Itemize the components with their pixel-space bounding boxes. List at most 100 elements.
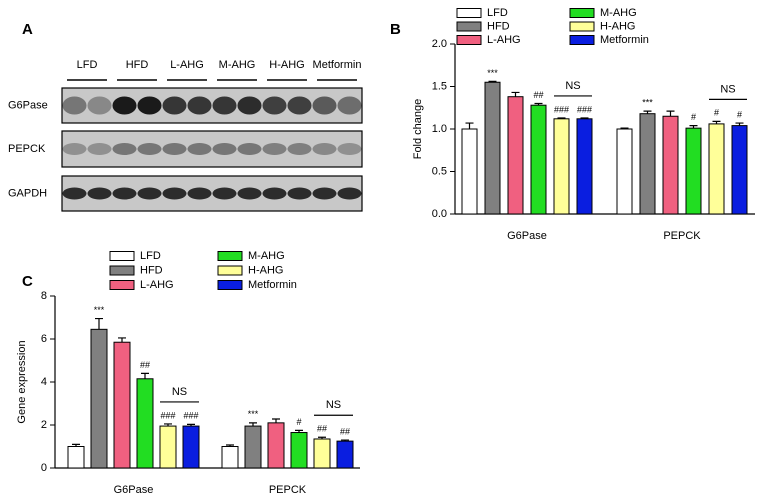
error-bar <box>735 122 744 126</box>
y-tick-label: 0.5 <box>432 165 447 177</box>
bar <box>662 115 679 215</box>
legend-label: Metformin <box>600 34 649 46</box>
y-tick-label: 1.0 <box>432 123 447 135</box>
significance-label: *** <box>94 305 105 315</box>
legend-swatch <box>109 280 135 290</box>
significance-label: # <box>296 417 301 427</box>
blot-band <box>112 187 137 200</box>
error-bar <box>164 423 172 427</box>
y-tick-label: 4 <box>41 376 47 388</box>
y-tick-label: 1.5 <box>432 80 447 92</box>
legend-swatch <box>456 8 482 18</box>
significance-label: # <box>737 109 742 119</box>
bar <box>136 378 154 469</box>
error-bar <box>249 422 257 427</box>
legend-swatch <box>217 251 243 261</box>
blot-band <box>337 143 362 155</box>
lane-label: L-AHG <box>170 59 204 71</box>
error-bar <box>689 125 698 129</box>
legend-swatch <box>109 265 135 276</box>
bar <box>576 118 593 215</box>
blot-band <box>337 96 362 115</box>
blot-band <box>137 187 162 200</box>
error-bar <box>118 337 126 343</box>
blot-strip <box>61 130 363 168</box>
legend-label: L-AHG <box>140 279 174 291</box>
blot-band <box>237 187 262 200</box>
blot-band <box>62 187 87 200</box>
blot-strip <box>61 175 363 212</box>
x-tick-label: G6Pase <box>507 230 547 242</box>
legend-label: H-AHG <box>600 20 635 32</box>
blot-band <box>312 187 337 200</box>
legend-swatch <box>217 280 243 290</box>
error-bar <box>511 91 520 97</box>
lane-label: Metformin <box>313 59 362 71</box>
bar <box>685 127 702 215</box>
blot-band <box>287 143 312 155</box>
bar <box>616 128 633 215</box>
bar <box>290 432 308 469</box>
blot-band <box>287 187 312 200</box>
legend-label: H-AHG <box>248 264 283 276</box>
error-bar <box>341 439 349 442</box>
blot-band <box>187 143 212 155</box>
bracket-label: NS <box>565 80 580 92</box>
bar <box>244 425 262 469</box>
error-bar <box>620 127 629 129</box>
error-bar <box>226 444 234 447</box>
blot-band <box>262 187 287 200</box>
legend-label: M-AHG <box>248 250 285 262</box>
blot-band <box>187 187 212 200</box>
bar <box>67 446 85 469</box>
bar <box>553 118 570 215</box>
bracket-label: NS <box>172 386 187 398</box>
bar <box>731 125 748 215</box>
significance-label: ## <box>340 426 350 436</box>
bracket-label: NS <box>326 399 341 411</box>
legend-swatch <box>456 21 482 32</box>
blot-band <box>212 143 237 155</box>
error-bar <box>580 117 589 119</box>
blot-band <box>112 96 137 115</box>
blot-band <box>162 96 187 115</box>
row-label: PEPCK <box>8 143 46 155</box>
blot-band <box>262 96 287 115</box>
significance-label: ### <box>183 411 198 421</box>
error-bar <box>187 423 195 427</box>
x-tick-label: G6Pase <box>114 484 154 496</box>
blot-band <box>162 143 187 155</box>
error-bar <box>465 122 474 129</box>
y-tick-label: 0 <box>41 462 47 474</box>
bar <box>639 113 656 215</box>
error-bar <box>666 110 675 117</box>
significance-label: # <box>714 108 719 118</box>
blot-band <box>162 187 187 200</box>
y-axis-label: Fold change <box>412 99 424 160</box>
legend-swatch <box>456 35 482 45</box>
blot-band <box>62 96 87 115</box>
bar <box>221 446 239 469</box>
blot-band <box>137 143 162 155</box>
blot-band <box>312 143 337 155</box>
row-label: G6Pase <box>8 99 48 111</box>
error-bar <box>95 317 103 330</box>
blot-band <box>237 143 262 155</box>
blot-band <box>87 96 112 115</box>
row-label: GAPDH <box>8 187 47 199</box>
y-tick-label: 8 <box>41 290 47 302</box>
significance-label: ### <box>160 410 175 420</box>
blot-strip <box>61 87 363 124</box>
blot-band <box>212 96 237 115</box>
bar <box>267 422 285 469</box>
bar <box>336 440 354 469</box>
panel-label: B <box>390 21 401 38</box>
blot-band <box>287 96 312 115</box>
bar <box>90 328 108 469</box>
blot-band <box>87 187 112 200</box>
blot-band <box>112 143 137 155</box>
error-bar <box>295 429 303 433</box>
significance-label: *** <box>642 98 653 108</box>
x-tick-label: PEPCK <box>663 230 701 242</box>
bar <box>530 104 547 215</box>
